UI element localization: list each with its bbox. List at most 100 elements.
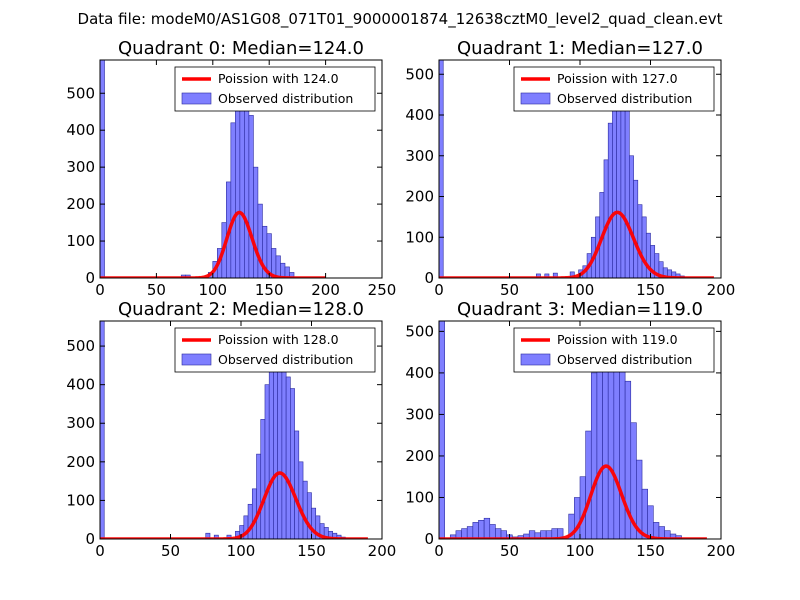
histogram-bar [264,384,270,539]
legend-label-poisson: Poission with 119.0 [557,332,678,347]
histogram-bar [205,532,211,539]
x-tick-label: 50 [500,281,519,299]
y-tick-label: 300 [405,147,434,165]
x-tick-label: 200 [311,281,340,299]
histogram-bar [616,86,622,278]
histogram-bar [489,524,496,539]
histogram-bar [213,534,219,539]
subplot-quadrant-2: 0 50 100 150 200 0 100 200 300 400 500 Quadrant 2: … [66,299,396,560]
axes-frame [99,59,383,279]
x-tick-label: 50 [500,542,519,560]
y-tick-label: 400 [405,106,434,124]
x-tick-label: 200 [368,542,397,560]
legend-box [513,327,715,373]
y-tick-label: 100 [66,491,95,509]
histogram-bar [268,361,274,539]
histogram-bar [277,357,283,539]
y-tick-label: 500 [405,65,434,83]
legend-label-poisson: Poission with 128.0 [218,332,339,347]
y-tick-label: 300 [66,158,95,176]
histogram-bar [620,106,626,278]
x-tick-label: 100 [566,542,595,560]
subplot-quadrant-1: 0 50 100 150 200 0 100 200 300 400 500 Quadrant 1: … [405,38,735,299]
histogram-bar [596,343,603,539]
histogram-bar [466,526,474,539]
x-tick-label: 200 [707,542,736,560]
histogram-bar [302,480,308,539]
y-tick-label: 200 [66,195,95,213]
histogram-bar [244,100,250,278]
histogram-bar [280,262,286,278]
legend-bar-swatch [520,353,551,366]
y-tick-label: 400 [405,364,434,382]
x-tick-label: 200 [707,281,736,299]
histogram-bar [439,321,445,539]
subplot-quadrant-3: 0 50 100 150 200 0 100 200 300 400 500 Quadrant 3: … [405,299,735,560]
histogram-bar [590,372,598,539]
histogram-bar [472,522,479,539]
x-tick-label: 150 [636,281,665,299]
subplot-title: Quadrant 3: Median=119.0 [457,299,703,320]
histogram-bar [260,419,266,539]
histogram-bar [281,349,287,539]
histogram-bar [641,216,647,278]
histogram-bar [637,204,643,278]
histogram-bar [251,488,257,539]
x-tick-label: 150 [297,542,326,560]
histogram-bar [439,60,444,278]
y-tick-label: 100 [405,488,434,506]
histogram-bar [248,115,254,278]
y-tick-label: 100 [66,232,95,250]
x-tick-label: 150 [255,281,284,299]
x-tick-label: 0 [95,542,105,560]
y-tick-label: 200 [405,188,434,206]
histogram-bar [607,122,613,278]
subplot-grid: 0 50 100 150 200 2500100200300400500Quadrant … [66,38,735,560]
legend-bar-swatch [181,92,212,105]
legend: Poission with 124.0 Observed distribution [174,66,376,112]
subplot-title: Quadrant 1: Median=127.0 [457,38,703,59]
legend-label-observed: Observed distribution [557,352,692,367]
x-tick-label: 0 [434,542,444,560]
histogram-bar [633,179,639,278]
legend-bar-swatch [520,92,551,105]
plot-area [439,60,715,278]
x-tick-label: 150 [636,542,665,560]
histogram-bar [100,321,105,539]
y-tick-label: 0 [424,530,434,548]
legend: Poission with 127.0 Observed distribution [513,66,715,112]
histogram-bar [641,488,648,539]
histogram-bar [603,159,609,278]
subplot-title: Quadrant 0: Median=124.0 [118,38,364,59]
histogram-bar [585,430,592,539]
legend-label-poisson: Poission with 127.0 [557,71,678,86]
histogram-bar [230,122,236,278]
subplot-title: Quadrant 2: Median=128.0 [118,299,364,320]
y-tick-label: 400 [66,376,95,394]
legend-label-poisson: Poission with 124.0 [218,71,339,86]
plot-area [100,60,327,278]
histogram-bar [273,353,278,539]
legend-bar-swatch [181,353,212,366]
legend: Poission with 128.0 Observed distribution [174,327,376,373]
legend-label-observed: Observed distribution [218,91,353,106]
legend-label-observed: Observed distribution [218,352,353,367]
histogram-bar [478,520,485,539]
poisson-curve [100,471,369,539]
x-tick-label: 0 [95,281,105,299]
histogram-bar [290,388,295,539]
legend: Poission with 119.0 Observed distribution [513,327,715,373]
x-tick-label: 50 [147,281,166,299]
x-tick-label: 250 [368,281,397,299]
x-tick-label: 100 [566,281,595,299]
x-tick-label: 100 [198,281,227,299]
histogram-bar [306,492,312,539]
histogram-bar [629,155,634,278]
histogram-bar [247,503,253,539]
histogram-bar [253,166,259,278]
poisson-curve [439,210,715,278]
histogram-bar [569,271,575,278]
y-tick-label: 300 [405,405,434,423]
y-tick-label: 200 [66,453,95,471]
